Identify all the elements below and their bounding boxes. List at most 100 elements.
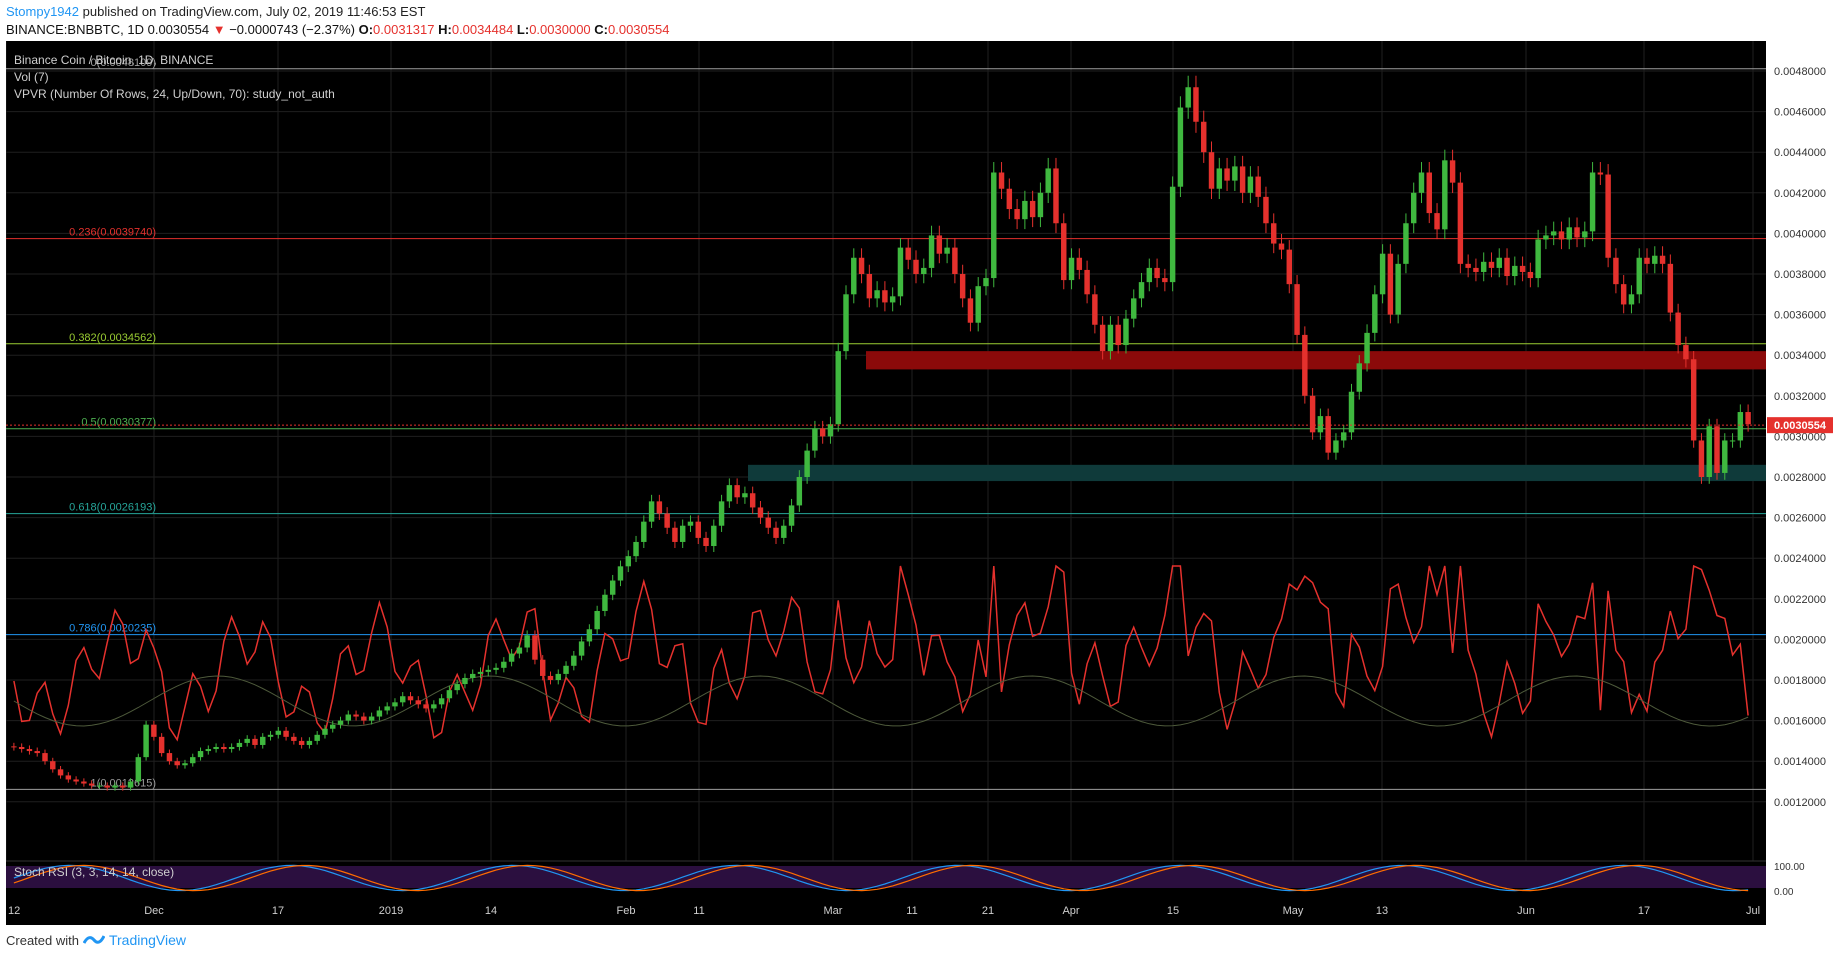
candle-body — [1519, 265, 1526, 272]
candle-body — [1410, 192, 1417, 224]
price-tick-label: 0.0030000 — [1774, 431, 1826, 443]
candle-body — [1644, 257, 1650, 264]
time-tick-label: 17 — [272, 905, 284, 917]
candle-body — [959, 274, 966, 299]
candle-body — [726, 485, 733, 502]
candle-body — [1232, 166, 1238, 181]
candle-body — [1457, 182, 1464, 264]
volume-line — [13, 564, 1749, 742]
candle-body — [975, 286, 981, 323]
vol-legend: Vol (7) — [14, 70, 49, 84]
candle-body — [1403, 223, 1409, 264]
candle-body — [991, 172, 997, 279]
candle-body — [983, 278, 989, 287]
candle-body — [197, 751, 204, 758]
tradingview-brand[interactable]: TradingView — [108, 932, 187, 948]
candle-body — [749, 493, 756, 508]
time-tick-label: Jul — [1746, 905, 1760, 917]
candle-body — [1566, 227, 1572, 240]
candle-body — [1550, 231, 1557, 236]
candle-body — [376, 710, 383, 717]
candle-body — [1247, 176, 1254, 193]
candle-body — [734, 485, 740, 498]
stoch-rsi-pane: Stoch RSI (3, 3, 14, 14, close) — [6, 860, 1766, 896]
candle-body — [1053, 168, 1059, 224]
price-tick-label: 0.0028000 — [1774, 472, 1826, 484]
candle-body — [1356, 363, 1362, 392]
candle-body — [711, 525, 717, 547]
candle-body — [407, 696, 414, 701]
candle-body — [1434, 213, 1440, 230]
open-label: O: — [358, 22, 374, 37]
candle-body — [1418, 172, 1425, 193]
candle-body — [143, 724, 149, 758]
candle-body — [1364, 332, 1370, 364]
candle-body — [252, 738, 258, 745]
candle-body — [547, 675, 554, 680]
candle-body — [967, 298, 974, 323]
candle-body — [679, 525, 686, 542]
candle-body — [563, 665, 569, 674]
fib-label: 0.5(0.0030377) — [81, 417, 156, 429]
candle-body — [120, 785, 126, 788]
candle-body — [1535, 239, 1541, 279]
fib-retracement: 0(0.0048109) 0.236(0.0039740) 0.382(0.0034… — [6, 57, 1766, 790]
candle-body — [1652, 255, 1658, 264]
candle-body — [228, 746, 235, 750]
candle-body — [1340, 432, 1347, 441]
last-price: 0.0030554 — [147, 22, 210, 37]
low-label: L: — [516, 22, 530, 37]
candles — [11, 75, 1751, 791]
candle-body — [1224, 168, 1230, 181]
candle-body — [392, 702, 398, 707]
candle-body — [508, 653, 515, 662]
candle-body — [1302, 334, 1308, 396]
candle-body — [477, 671, 484, 674]
fib-label: 0.786(0.0020235) — [69, 623, 156, 635]
candle-body — [1597, 172, 1604, 175]
candle-body — [244, 738, 250, 743]
candle-body — [539, 659, 546, 676]
candle-body — [291, 736, 297, 741]
candle-body — [361, 716, 367, 721]
price-tick-label: 0.0012000 — [1774, 797, 1826, 809]
candle-body — [781, 525, 787, 538]
candle-body — [1325, 416, 1331, 453]
price-tick-label: 0.0026000 — [1774, 513, 1826, 525]
candle-body — [1496, 257, 1502, 268]
time-axis[interactable]: 12 Dec 17 2019 14 Feb 11 Mar 11 21 Apr 15 May 13 Jun 17… — [6, 896, 1766, 925]
price-tick-label: 0.0024000 — [1774, 553, 1826, 565]
candle-body — [1690, 359, 1697, 441]
price-chart[interactable]: 0(0.0048109) 0.236(0.0039740) 0.382(0.0034… — [6, 41, 1834, 925]
candle-body — [656, 501, 663, 514]
price-tick-label: 0.0040000 — [1774, 228, 1826, 240]
vpvr-legend: VPVR (Number Of Rows, 24, Up/Down, 70): … — [14, 87, 335, 101]
high-value: 0.0034484 — [451, 22, 514, 37]
candle-body — [1504, 257, 1510, 277]
candle-body — [469, 673, 476, 678]
close-value: 0.0030554 — [608, 22, 670, 37]
candle-body — [516, 647, 523, 654]
candle-body — [913, 259, 919, 274]
publish-info: published on TradingView.com, July 02, 2… — [82, 4, 426, 19]
candle-body — [1177, 107, 1184, 187]
candle-body — [1263, 196, 1269, 224]
author-link[interactable]: Stompy1942 — [6, 4, 79, 19]
candle-body — [952, 247, 958, 274]
candle-body — [874, 290, 880, 299]
candle-body — [158, 736, 165, 754]
candle-body — [936, 235, 943, 254]
candle-body — [641, 521, 647, 542]
candle-body — [1115, 324, 1121, 346]
candle-body — [1659, 255, 1666, 264]
candle-body — [1022, 200, 1028, 220]
candle-body — [1045, 168, 1051, 193]
candle-body — [1286, 249, 1293, 285]
price-tick-label: 0.0020000 — [1774, 634, 1826, 646]
time-tick-label: 21 — [982, 905, 994, 917]
candle-body — [571, 655, 577, 666]
candle-body — [1216, 168, 1223, 189]
candle-body — [757, 507, 764, 518]
close-label: C: — [594, 22, 608, 37]
price-axis[interactable]: 0.00500000.00480000.00460000.00440000.00… — [1767, 41, 1833, 898]
